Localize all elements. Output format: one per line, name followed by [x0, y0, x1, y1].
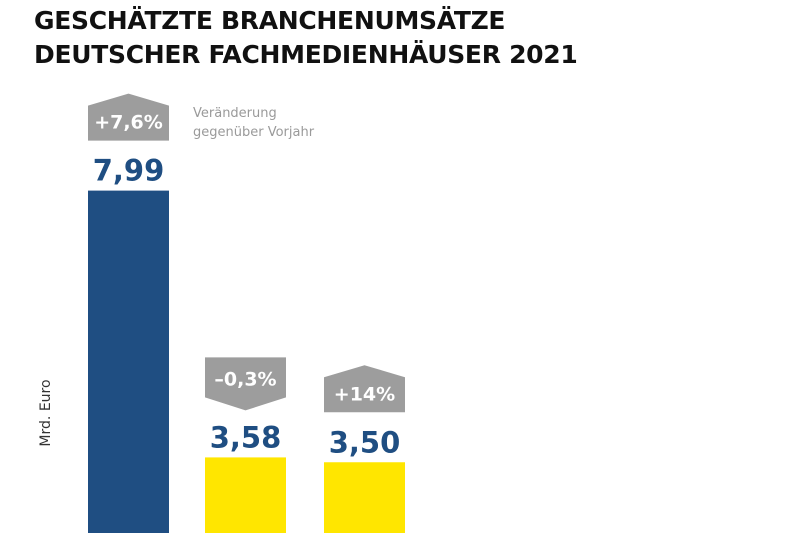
- bar-3: [324, 462, 405, 533]
- y-axis-label: Mrd. Euro: [38, 379, 54, 447]
- title-line-2: DEUTSCHER FACHMEDIENHÄUSER 2021: [34, 40, 578, 69]
- change-badge-2: [205, 357, 286, 411]
- bar-2: [205, 457, 286, 533]
- value-label-3: 3,50: [329, 425, 401, 459]
- change-label-2: –0,3%: [214, 368, 276, 390]
- change-note-line-1: Veränderung: [193, 106, 277, 121]
- change-badge-1: [88, 93, 169, 141]
- chart-title: GESCHÄTZTE BRANCHENUMSÄTZE DEUTSCHER FAC…: [34, 4, 578, 72]
- change-label-1: +7,6%: [94, 112, 163, 134]
- title-line-1: GESCHÄTZTE BRANCHENUMSÄTZE: [34, 6, 506, 35]
- change-note: Veränderung gegenüber Vorjahr: [193, 104, 314, 142]
- bar-1: [88, 190, 169, 533]
- value-label-2: 3,58: [210, 420, 282, 454]
- change-label-3: +14%: [334, 383, 395, 405]
- change-note-line-2: gegenüber Vorjahr: [193, 125, 315, 140]
- value-label-1: 7,99: [93, 154, 165, 188]
- change-badge-3: [324, 365, 405, 413]
